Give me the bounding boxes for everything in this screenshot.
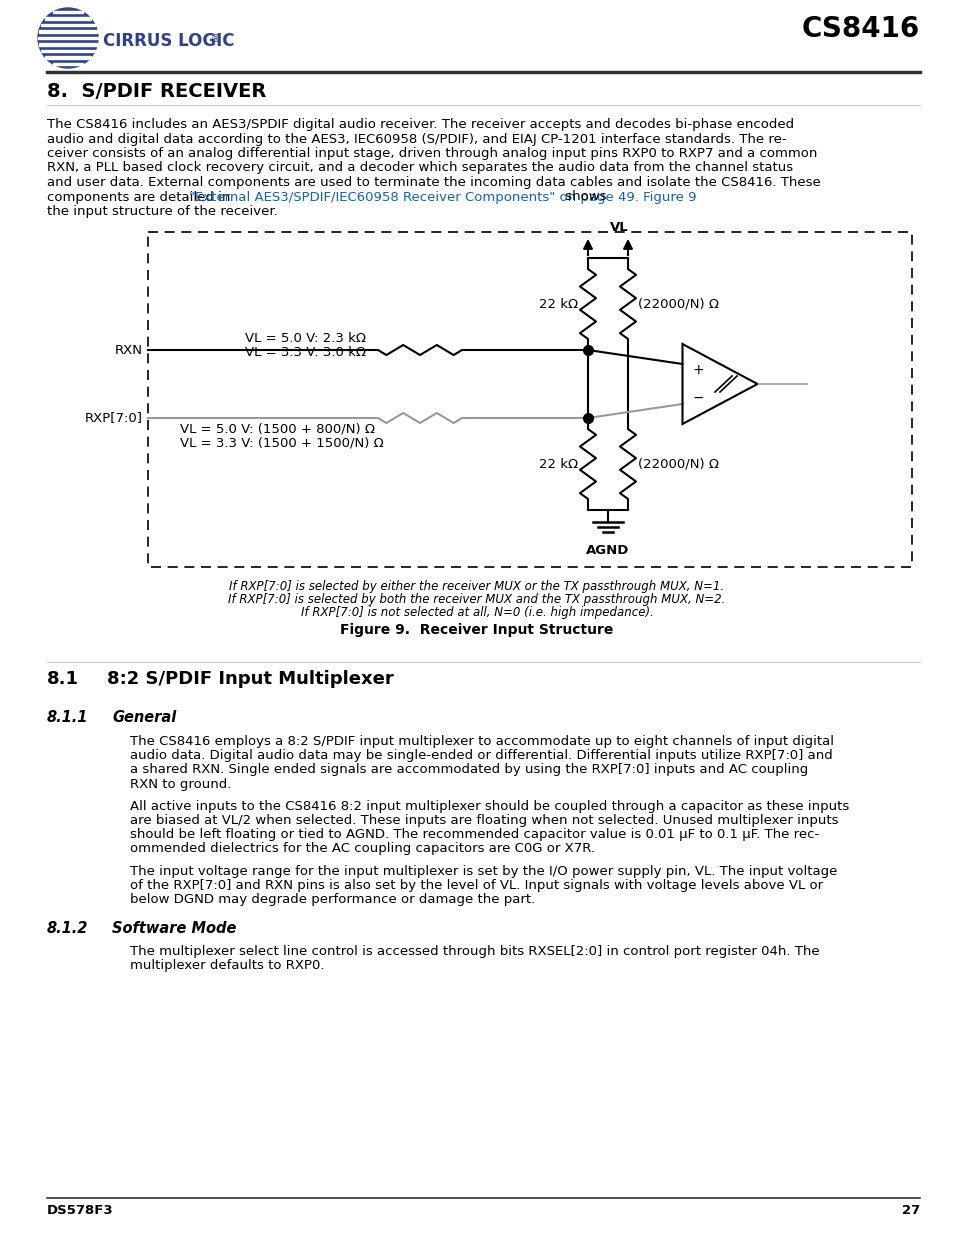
Text: VL = 5.0 V: 2.3 kΩ: VL = 5.0 V: 2.3 kΩ [245,332,366,345]
Text: DS578F3: DS578F3 [47,1204,113,1216]
Text: multiplexer defaults to RXP0.: multiplexer defaults to RXP0. [130,960,324,972]
Text: should be left floating or tied to AGND. The recommended capacitor value is 0.01: should be left floating or tied to AGND.… [130,829,819,841]
Text: If RXP[7:0] is not selected at all, N=0 (i.e. high impedance).: If RXP[7:0] is not selected at all, N=0 … [300,606,653,619]
Bar [148,232,911,567]
Bar [39,31,97,32]
Text: VL: VL [609,221,628,233]
Text: shows: shows [561,190,606,204]
Text: 27: 27 [901,1204,919,1216]
Text: ®: ® [211,35,220,44]
Text: (22000/N) Ω: (22000/N) Ω [638,457,719,471]
Bar [53,11,83,14]
Text: VL = 3.3 V: 3.0 kΩ: VL = 3.3 V: 3.0 kΩ [245,346,366,359]
Text: 8:2 S/PDIF Input Multiplexer: 8:2 S/PDIF Input Multiplexer [107,671,394,688]
Text: −: − [692,391,703,405]
Text: audio data. Digital audio data may be single-ended or differential. Differential: audio data. Digital audio data may be si… [130,750,832,762]
Bar [45,17,91,20]
Text: 8.  S/PDIF RECEIVER: 8. S/PDIF RECEIVER [47,82,266,101]
Text: "External AES3/SPDIF/IEC60958 Receiver Components" on page 49. Figure 9: "External AES3/SPDIF/IEC60958 Receiver C… [189,190,696,204]
Text: 22 kΩ: 22 kΩ [538,457,578,471]
Text: If RXP[7:0] is selected by either the receiver MUX or the TX passthrough MUX, N=: If RXP[7:0] is selected by either the re… [230,580,723,593]
Text: Software Mode: Software Mode [112,921,236,936]
Text: VL = 3.3 V: (1500 + 1500/N) Ω: VL = 3.3 V: (1500 + 1500/N) Ω [180,436,383,450]
Text: The multiplexer select line control is accessed through bits RXSEL[2:0] in contr: The multiplexer select line control is a… [130,945,819,958]
Text: a shared RXN. Single ended signals are accommodated by using the RXP[7:0] inputs: a shared RXN. Single ended signals are a… [130,763,807,777]
Text: RXN to ground.: RXN to ground. [130,778,232,790]
Text: 22 kΩ: 22 kΩ [538,298,578,310]
Text: AGND: AGND [586,543,629,557]
Text: The CS8416 includes an AES3/SPDIF digital audio receiver. The receiver accepts a: The CS8416 includes an AES3/SPDIF digita… [47,119,793,131]
Bar [38,37,98,40]
Text: If RXP[7:0] is selected by both the receiver MUX and the TX passthrough MUX, N=2: If RXP[7:0] is selected by both the rece… [228,593,725,606]
Text: below DGND may degrade performance or damage the part.: below DGND may degrade performance or da… [130,893,535,906]
Text: +: + [692,363,703,377]
Text: All active inputs to the CS8416 8:2 input multiplexer should be coupled through : All active inputs to the CS8416 8:2 inpu… [130,800,848,813]
Text: of the RXP[7:0] and RXN pins is also set by the level of VL. Input signals with : of the RXP[7:0] and RXN pins is also set… [130,879,822,892]
Text: 8.1: 8.1 [47,671,79,688]
Circle shape [38,7,98,68]
Text: ommended dielectrics for the AC coupling capacitors are C0G or X7R.: ommended dielectrics for the AC coupling… [130,842,595,856]
Bar [39,43,97,46]
Text: The CS8416 employs a 8:2 S/PDIF input multiplexer to accommodate up to eight cha: The CS8416 employs a 8:2 S/PDIF input mu… [130,735,833,748]
Bar [41,49,95,52]
Text: General: General [112,710,176,725]
Text: The input voltage range for the input multiplexer is set by the I/O power supply: The input voltage range for the input mu… [130,864,837,878]
Text: RXN, a PLL based clock recovery circuit, and a decoder which separates the audio: RXN, a PLL based clock recovery circuit,… [47,162,792,174]
Text: RXN: RXN [115,343,143,357]
Text: audio and digital data according to the AES3, IEC60958 (S/PDIF), and EIAJ CP-120: audio and digital data according to the … [47,132,786,146]
Text: RXP[7:0]: RXP[7:0] [85,411,143,425]
Text: are biased at VL/2 when selected. These inputs are floating when not selected. U: are biased at VL/2 when selected. These … [130,814,838,827]
Text: 8.1.2: 8.1.2 [47,921,89,936]
Text: and user data. External components are used to terminate the incoming data cable: and user data. External components are u… [47,177,820,189]
Text: the input structure of the receiver.: the input structure of the receiver. [47,205,277,219]
Text: CIRRUS LOGIC: CIRRUS LOGIC [103,32,234,49]
Text: components are detailed in: components are detailed in [47,190,234,204]
Bar [41,23,95,26]
Bar [45,57,91,59]
Text: 8.1.1: 8.1.1 [47,710,89,725]
Text: CS8416: CS8416 [801,15,919,43]
Text: ceiver consists of an analog differential input stage, driven through analog inp: ceiver consists of an analog differentia… [47,147,817,161]
Text: Figure 9.  Receiver Input Structure: Figure 9. Receiver Input Structure [340,622,613,637]
Bar [53,63,83,65]
Text: VL = 5.0 V: (1500 + 800/N) Ω: VL = 5.0 V: (1500 + 800/N) Ω [180,422,375,435]
Text: (22000/N) Ω: (22000/N) Ω [638,298,719,310]
